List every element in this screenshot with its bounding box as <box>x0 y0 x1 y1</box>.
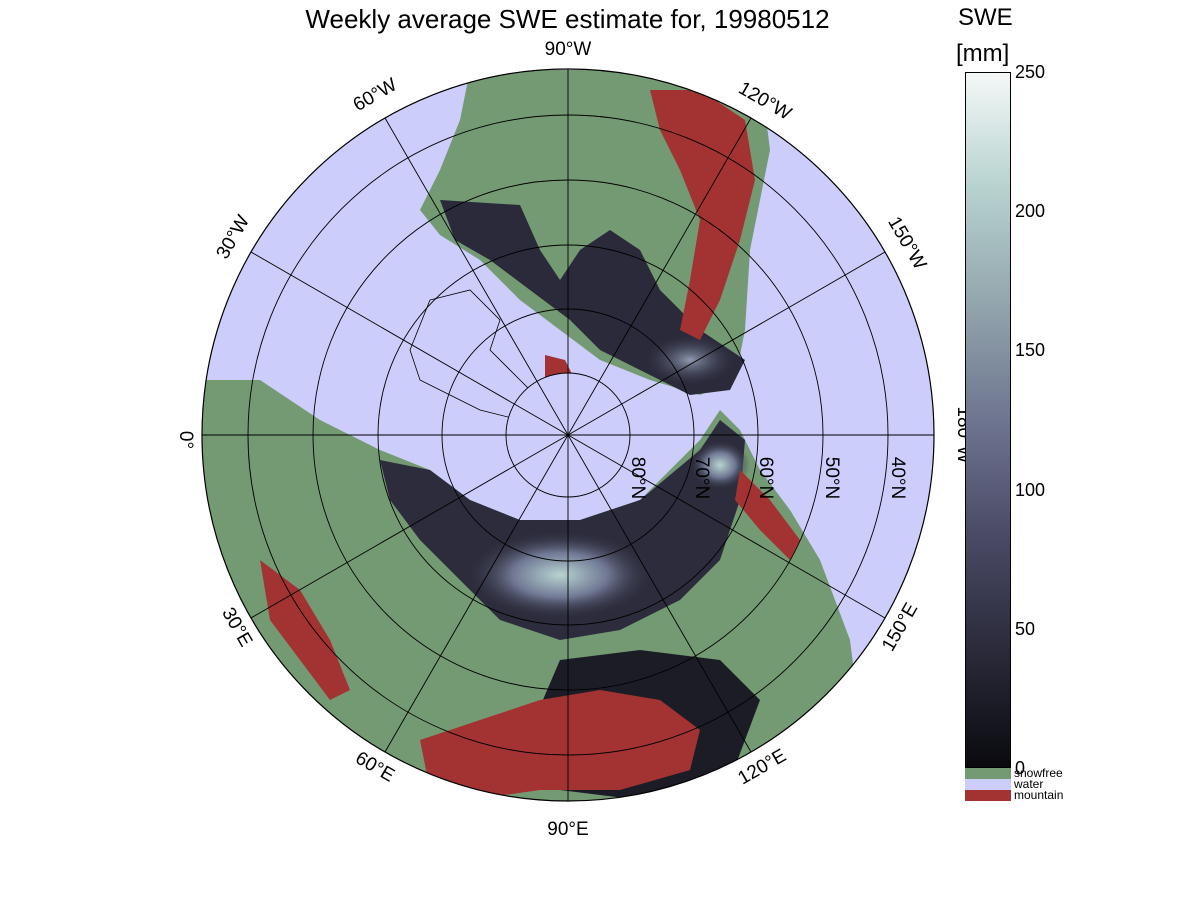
colorbar-title: SWE <box>958 4 1013 31</box>
legend-label-water: water <box>1014 777 1044 791</box>
legend-swatch-water <box>965 779 1011 790</box>
colorbar-tick-label: 0 <box>1015 758 1026 778</box>
lat-label-40n: 40°N <box>887 457 908 499</box>
swe-colorbar <box>965 72 1011 768</box>
mountain-europe <box>260 560 350 700</box>
snow-east-glow <box>690 440 750 490</box>
lon-label-30w: 30°W <box>212 212 254 263</box>
lon-label-0: 0° <box>175 431 196 449</box>
lat-label-80n: 80°N <box>627 457 648 499</box>
lat-label-70n: 70°N <box>691 457 712 499</box>
legend-swatch-mountain <box>965 790 1011 801</box>
lat-label-60n: 60°N <box>755 457 776 499</box>
snow-siberia-glow <box>465 530 655 620</box>
lon-label-60w: 60°W <box>350 74 401 116</box>
lat-label-50n: 50°N <box>821 457 842 499</box>
lon-label-90e: 90°E <box>547 819 588 840</box>
graticule <box>201 68 935 802</box>
lon-label-90w: 90°W <box>545 39 592 60</box>
mountain-tibet <box>420 690 700 800</box>
snow-alaska-glow <box>645 335 735 385</box>
legend-swatch-snowfree <box>965 768 1011 779</box>
colorbar-unit: [mm] <box>956 40 1010 67</box>
legend-label-mountain: mountain <box>1014 788 1064 802</box>
colorbar-tick-label: 150 <box>1015 340 1046 361</box>
colorbar-tick-label: 100 <box>1015 479 1046 500</box>
meridian-150w-30e <box>250 251 886 619</box>
colorbar-tick-label: 50 <box>1015 618 1036 639</box>
mountain-rockies <box>650 90 755 340</box>
colorbar-tick-label: 200 <box>1015 201 1046 222</box>
colorbar-tick-label: 250 <box>1015 62 1046 82</box>
mountain-east-siberia <box>735 470 800 560</box>
latitude-labels: 80°N 70°N 60°N 50°N 40°N <box>627 457 908 499</box>
legend-label-snowfree: snowfree <box>1014 766 1063 780</box>
map-title: Weekly average SWE estimate for, 1998051… <box>305 4 830 34</box>
